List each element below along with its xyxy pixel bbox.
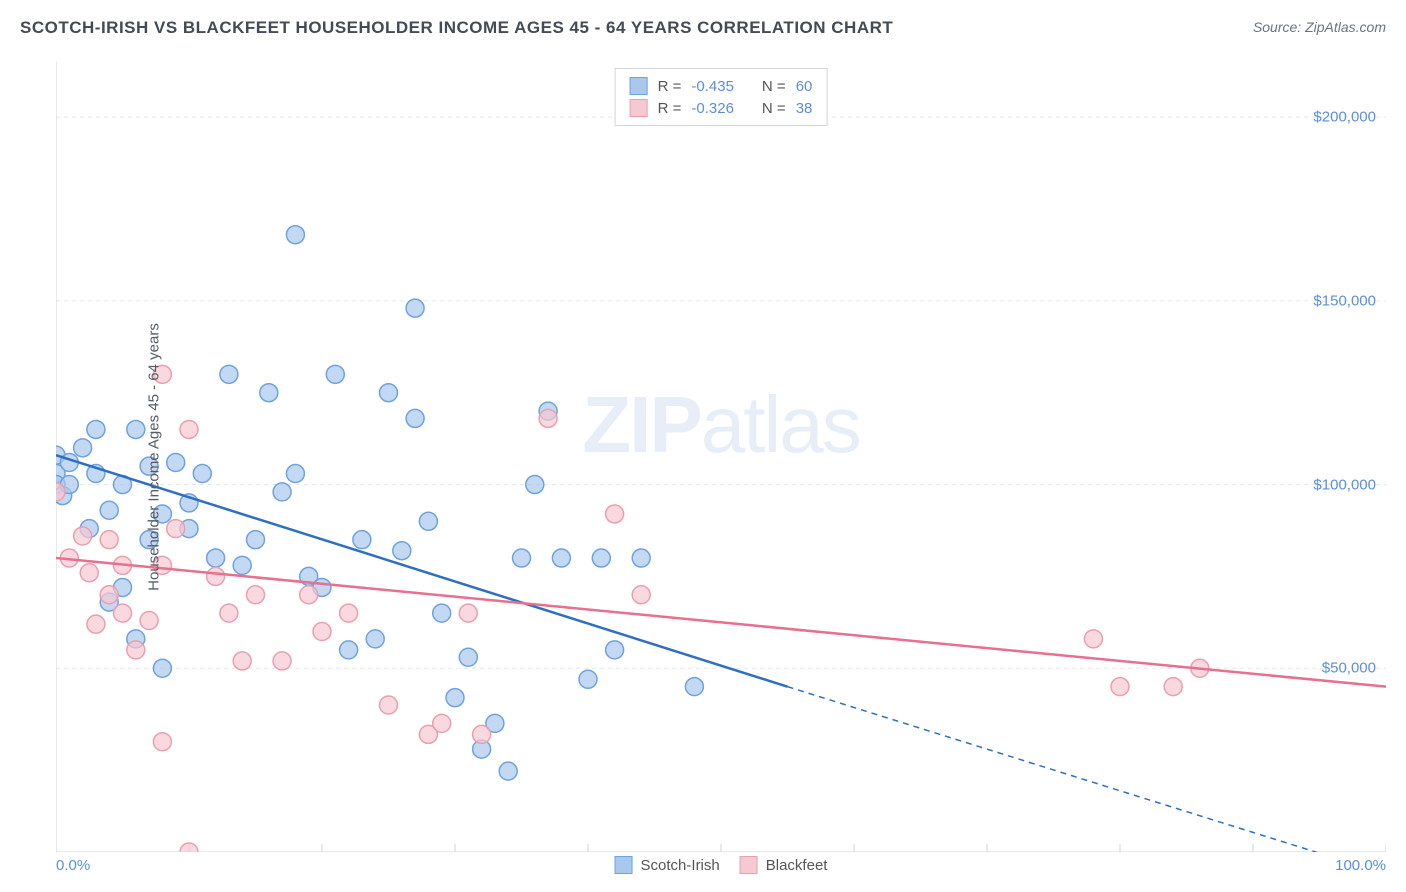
r-value-blackfeet: -0.326 [691,100,734,117]
r-label: R = [658,100,682,117]
y-tick-label: $100,000 [1313,476,1376,493]
chart-title: SCOTCH-IRISH VS BLACKFEET HOUSEHOLDER IN… [20,18,893,38]
legend-swatch-blackfeet [740,856,758,874]
legend-row-scotch-irish: R = -0.435 N = 60 [630,75,813,97]
watermark-light: atlas [701,380,860,469]
y-tick-label: $150,000 [1313,292,1376,309]
y-tick-label: $50,000 [1322,660,1376,677]
n-value-scotch-irish: 60 [796,78,813,95]
r-label: R = [658,78,682,95]
r-value-scotch-irish: -0.435 [691,78,734,95]
n-label: N = [762,78,786,95]
watermark: ZIPatlas [582,379,859,471]
y-tick-label: $200,000 [1313,109,1376,126]
legend-item-blackfeet: Blackfeet [740,856,828,874]
source-label: Source: [1253,19,1305,35]
legend-swatch-scotch-irish [615,856,633,874]
x-tick-max: 100.0% [1335,857,1386,874]
legend-correlation: R = -0.435 N = 60 R = -0.326 N = 38 [615,68,828,126]
legend-item-scotch-irish: Scotch-Irish [615,856,720,874]
chart-area: ZIPatlas Householder Income Ages 45 - 64… [56,62,1386,852]
legend-swatch-scotch-irish [630,77,648,95]
legend-label-blackfeet: Blackfeet [766,857,828,874]
legend-label-scotch-irish: Scotch-Irish [641,857,720,874]
legend-swatch-blackfeet [630,99,648,117]
legend-series: Scotch-Irish Blackfeet [615,856,828,874]
n-label: N = [762,100,786,117]
y-axis-label: Householder Income Ages 45 - 64 years [145,323,162,591]
source-credit: Source: ZipAtlas.com [1253,19,1386,37]
x-tick-min: 0.0% [56,857,90,874]
watermark-bold: ZIP [582,380,700,469]
legend-row-blackfeet: R = -0.326 N = 38 [630,97,813,119]
n-value-blackfeet: 38 [796,100,813,117]
source-name: ZipAtlas.com [1305,19,1386,35]
